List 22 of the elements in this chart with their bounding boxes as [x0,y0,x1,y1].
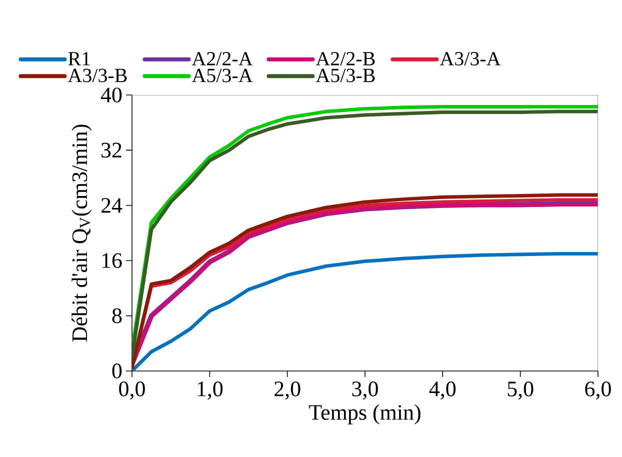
legend-label: A2/2-A [192,52,253,66]
x-tick-label: 3,0 [352,382,378,400]
x-tick-label: 4,0 [429,382,456,400]
y-tick-label: 0 [112,364,122,378]
y-tick-label: 16 [102,253,122,268]
y-tick-label: 24 [101,198,122,213]
legend-label: A3/3-A [440,52,501,66]
legend-label: A5/3-B [316,68,375,82]
x-tick-label: 6,0 [585,382,611,400]
legend-label: R1 [68,52,90,66]
x-axis-title: Temps (min) [309,404,420,424]
x-tick-label: 1,0 [198,382,223,400]
legend-label: A5/3-A [192,68,253,82]
x-tick-label: 0,0 [119,382,145,400]
x-tick-label: 2,0 [274,382,300,400]
x-tick-label: 5,0 [508,382,534,400]
y-tick-label: 40 [100,88,122,102]
y-tick-label: 32 [102,142,122,158]
legend-label: A3/3-B [68,68,127,82]
y-tick-label: 8 [112,308,122,324]
y-axis-title: Débit d'air Q$_{V}$(cm3/min) [72,124,92,342]
legend-label: A2/2-B [316,52,375,66]
